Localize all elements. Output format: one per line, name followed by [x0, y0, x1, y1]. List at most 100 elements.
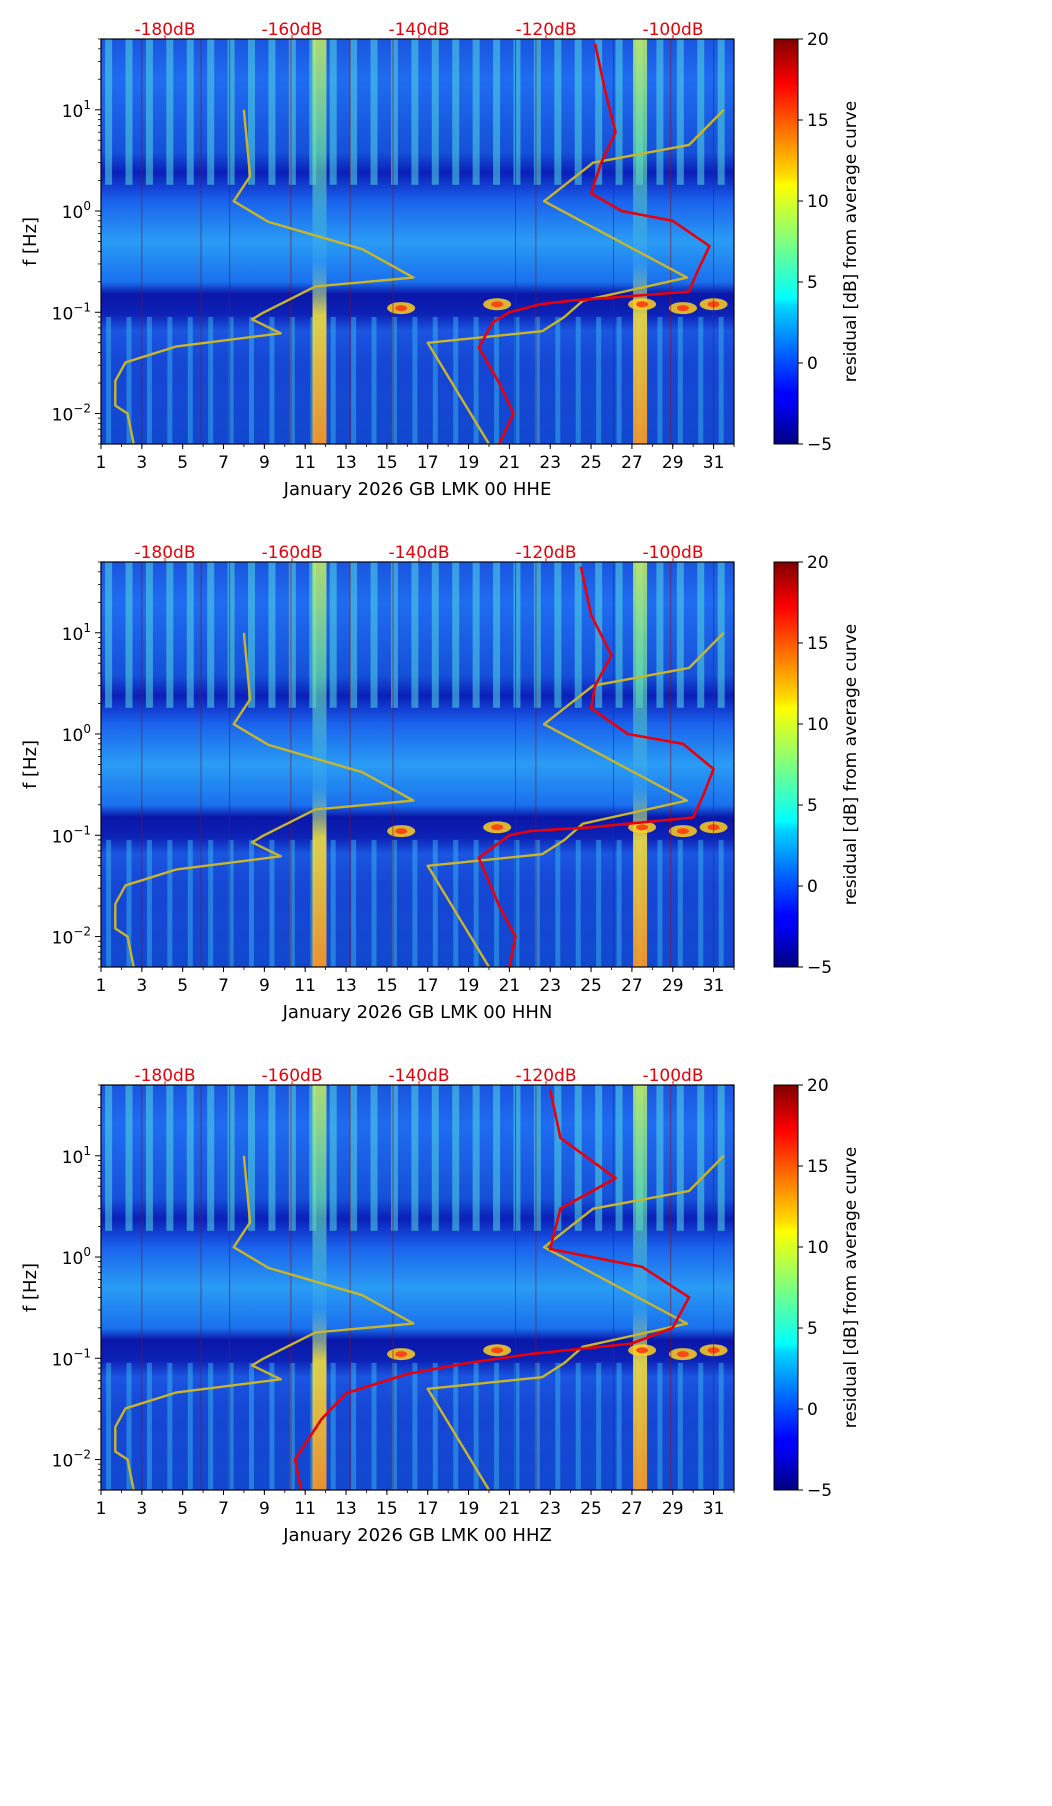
daily-streak-low [126, 316, 132, 444]
daily-streak [431, 39, 439, 185]
db-axis-label: -160dB [261, 543, 322, 563]
daily-streak [656, 562, 664, 708]
x-tick-label: 19 [458, 453, 480, 473]
x-tick-label: 25 [580, 453, 602, 473]
db-axis-label: -100dB [642, 1066, 703, 1086]
x-tick-label: 7 [218, 453, 229, 473]
colorbar [773, 38, 799, 445]
x-tick-label: 15 [376, 453, 398, 473]
x-tick-label: 9 [259, 1499, 270, 1519]
colorbar-tick-label: −5 [807, 435, 832, 455]
y-tick-label: 10−2 [52, 1448, 91, 1472]
daily-streak [595, 1085, 603, 1231]
colorbar [773, 1084, 799, 1491]
y-tick-label: 100 [62, 722, 91, 746]
daily-streak-low [249, 839, 255, 967]
daily-streak-low [412, 316, 418, 444]
db-axis-label: -180dB [134, 543, 195, 563]
daily-streak [574, 562, 582, 708]
plot-area [101, 562, 734, 967]
daily-streak [452, 562, 460, 708]
daily-streak-low [187, 839, 193, 967]
daily-streak-low [698, 839, 704, 967]
x-tick-label: 27 [621, 1499, 643, 1519]
daily-streak [207, 1085, 215, 1231]
daily-streak-low [391, 316, 397, 444]
daily-streak [656, 39, 664, 185]
daily-streak [533, 562, 541, 708]
noise-model-line [426, 631, 725, 967]
daily-streak-low [249, 1362, 255, 1490]
x-tick-label: 19 [458, 1499, 480, 1519]
daily-streak-low [432, 1362, 438, 1490]
daily-streak [676, 39, 684, 185]
daily-streak [350, 39, 358, 185]
microseism-core [491, 301, 504, 308]
x-tick-label: 3 [136, 976, 147, 996]
daily-streak-low [575, 316, 581, 444]
daily-streak-low [412, 1362, 418, 1490]
x-tick-label: 29 [662, 976, 684, 996]
daily-streak-low [453, 316, 459, 444]
daily-streak-low [330, 839, 336, 967]
x-tick-label: 5 [177, 976, 188, 996]
daily-streak [431, 562, 439, 708]
daily-streak [105, 1085, 113, 1231]
daily-streak-low [208, 839, 214, 967]
x-tick-label: 31 [703, 976, 725, 996]
daily-streak [656, 1085, 664, 1231]
daily-streak [125, 1085, 133, 1231]
daily-streak [493, 39, 501, 185]
db-axis-label: -180dB [134, 1066, 195, 1086]
x-tick-label: 23 [539, 453, 561, 473]
daily-streak-low [718, 1362, 724, 1490]
daily-streak [105, 562, 113, 708]
daily-streak [288, 562, 296, 708]
daily-streak-low [657, 1362, 663, 1490]
event-streak [312, 562, 327, 967]
daily-streak [186, 1085, 194, 1231]
daily-streak-low [187, 316, 193, 444]
noise-model-line [426, 1154, 725, 1490]
daily-streak [350, 1085, 358, 1231]
daily-streak-low [616, 1362, 622, 1490]
x-tick-label: 11 [294, 453, 316, 473]
daily-streak-low [371, 1362, 377, 1490]
daily-streak [554, 1085, 562, 1231]
daily-streak [472, 39, 480, 185]
y-tick-label: 10−1 [52, 1346, 91, 1370]
x-tick-label: 29 [662, 1499, 684, 1519]
daily-streak [697, 39, 705, 185]
daily-streak-low [106, 1362, 112, 1490]
daily-streak-low [698, 316, 704, 444]
db-axis-label: -100dB [642, 20, 703, 40]
daily-streak-low [453, 1362, 459, 1490]
y-tick-label: 10−2 [52, 925, 91, 949]
microseism-core [636, 1347, 649, 1354]
x-tick-label: 5 [177, 453, 188, 473]
daily-streak-low [351, 1362, 357, 1490]
daily-streak-low [391, 839, 397, 967]
db-axis-label: -140dB [388, 20, 449, 40]
x-tick-label: 31 [703, 453, 725, 473]
daily-streak-low [596, 1362, 602, 1490]
daily-streak-low [187, 1362, 193, 1490]
daily-streak [390, 39, 398, 185]
daily-streak-low [677, 1362, 683, 1490]
daily-streak [370, 562, 378, 708]
y-axis-label: f [Hz] [20, 217, 41, 266]
daily-streak [513, 39, 521, 185]
daily-streak-low [371, 316, 377, 444]
daily-streak-low [228, 316, 234, 444]
microseism-core [395, 1351, 408, 1358]
daily-streak-low [371, 839, 377, 967]
daily-streak-low [534, 1362, 540, 1490]
colorbar-tick-label: 0 [807, 354, 818, 374]
daily-streak-low [412, 839, 418, 967]
daily-streak [493, 562, 501, 708]
x-tick-label: 1 [96, 1499, 107, 1519]
x-tick-label: 17 [417, 976, 439, 996]
x-tick-label: 9 [259, 976, 270, 996]
y-tick-label: 101 [62, 1144, 91, 1168]
db-axis-label: -100dB [642, 543, 703, 563]
